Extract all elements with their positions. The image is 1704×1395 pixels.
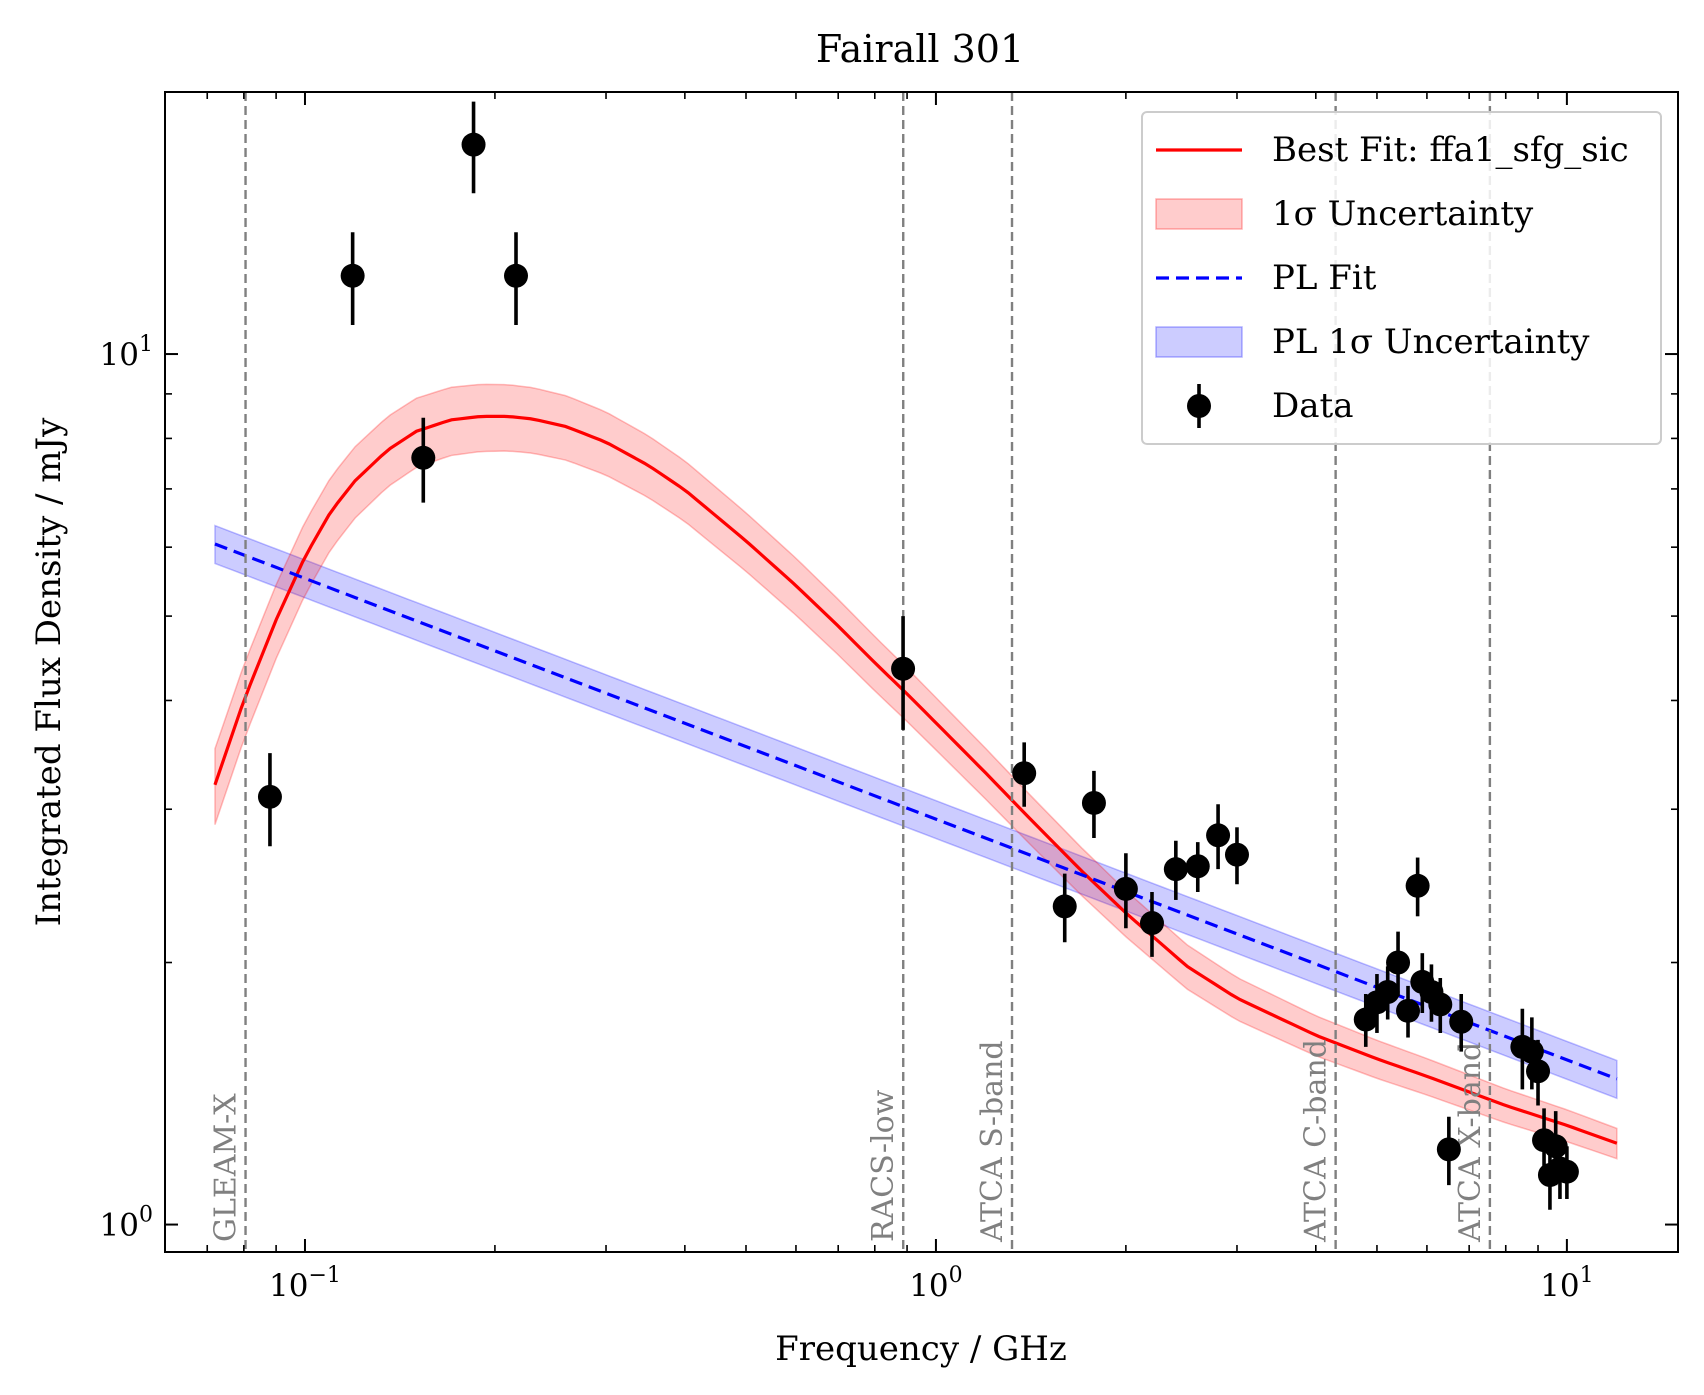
y-tick-label-0: 100 [100,1203,153,1244]
legend: Best Fit: ffa1_sfg_sic 1σ Uncertainty PL F… [1141,111,1662,445]
data-point-23 [1428,992,1453,1017]
data-point-19 [1396,998,1421,1023]
y-tick-exponent: 0 [139,1203,153,1228]
data-point-9 [1113,876,1138,901]
data-point-7 [1052,894,1077,919]
legend-label-0: Best Fit: ffa1_sfg_sic [1272,130,1629,170]
vline-label-2: ATCA S-band [975,1040,1010,1243]
data-point-25 [1449,1009,1474,1034]
best-fit-line [213,414,1618,1145]
data-point-15 [1353,1007,1378,1032]
vline-label-4: ATCA X-band [1453,1042,1488,1243]
data-point-17 [1375,979,1400,1004]
x-axis-label: Frequency / GHz [775,1329,1067,1369]
y-axis-label: Integrated Flux Density / mJy [29,417,69,927]
data-point-8 [1081,790,1106,815]
data-point-4 [504,263,529,288]
legend-label-1: 1σ Uncertainty [1272,194,1534,234]
data-point-14 [1224,842,1249,867]
plot-area: GLEAM-X RACS-low ATCA S-band ATCA C-band ATC… [209,92,1618,1252]
legend-swatch-band-1 [1155,198,1243,230]
data-point-33 [1554,1159,1579,1184]
data-point-31 [1543,1134,1568,1159]
data-point-28 [1526,1059,1551,1084]
plot-content [213,383,1618,1160]
vline-label-0: GLEAM-X [209,1093,244,1242]
legend-label-3: PL 1σ Uncertainty [1272,322,1590,362]
data-point-24 [1436,1137,1461,1162]
data-point-5 [891,656,916,681]
data-point-13 [1206,823,1231,848]
y-tick-exponent: 1 [139,332,153,357]
legend-label-2: PL Fit [1272,258,1377,298]
x-tick-base: 10 [1540,1268,1579,1304]
data-point-20 [1405,873,1430,898]
x-tick-base: 10 [269,1268,308,1304]
data-point-12 [1185,854,1210,879]
x-tick-exponent: 1 [1580,1263,1594,1288]
fit-uncertainty-band [214,383,1618,1160]
x-tick-base: 10 [909,1268,948,1304]
x-tick-exponent: 0 [949,1263,963,1288]
x-tick-label-2: 101 [1540,1263,1593,1304]
x-tick-label-1: 100 [909,1263,962,1304]
data-point-10 [1139,911,1164,936]
y-tick-label-1: 101 [100,332,153,373]
data-point-6 [1012,761,1037,786]
data-point-18 [1386,950,1411,975]
vline-label-3: ATCA C-band [1299,1039,1334,1243]
x-tick-exponent: −1 [308,1263,340,1288]
data-point-3 [461,132,486,157]
x-tick-label-0: 10−1 [269,1263,341,1304]
legend-label-4: Data [1272,386,1353,426]
data-point-0 [257,784,282,809]
legend-swatch-point [1187,394,1211,418]
data-point-2 [411,445,436,470]
legend-swatch-band-3 [1155,326,1243,358]
legend-box [1141,111,1662,445]
y-tick-base: 10 [100,1208,139,1244]
chart-title: Fairall 301 [816,27,1024,71]
vline-label-1: RACS-low [866,1089,901,1242]
data-point-11 [1163,857,1188,882]
data-point-1 [340,263,365,288]
plot-frame [164,91,1679,1253]
y-tick-base: 10 [100,337,139,373]
